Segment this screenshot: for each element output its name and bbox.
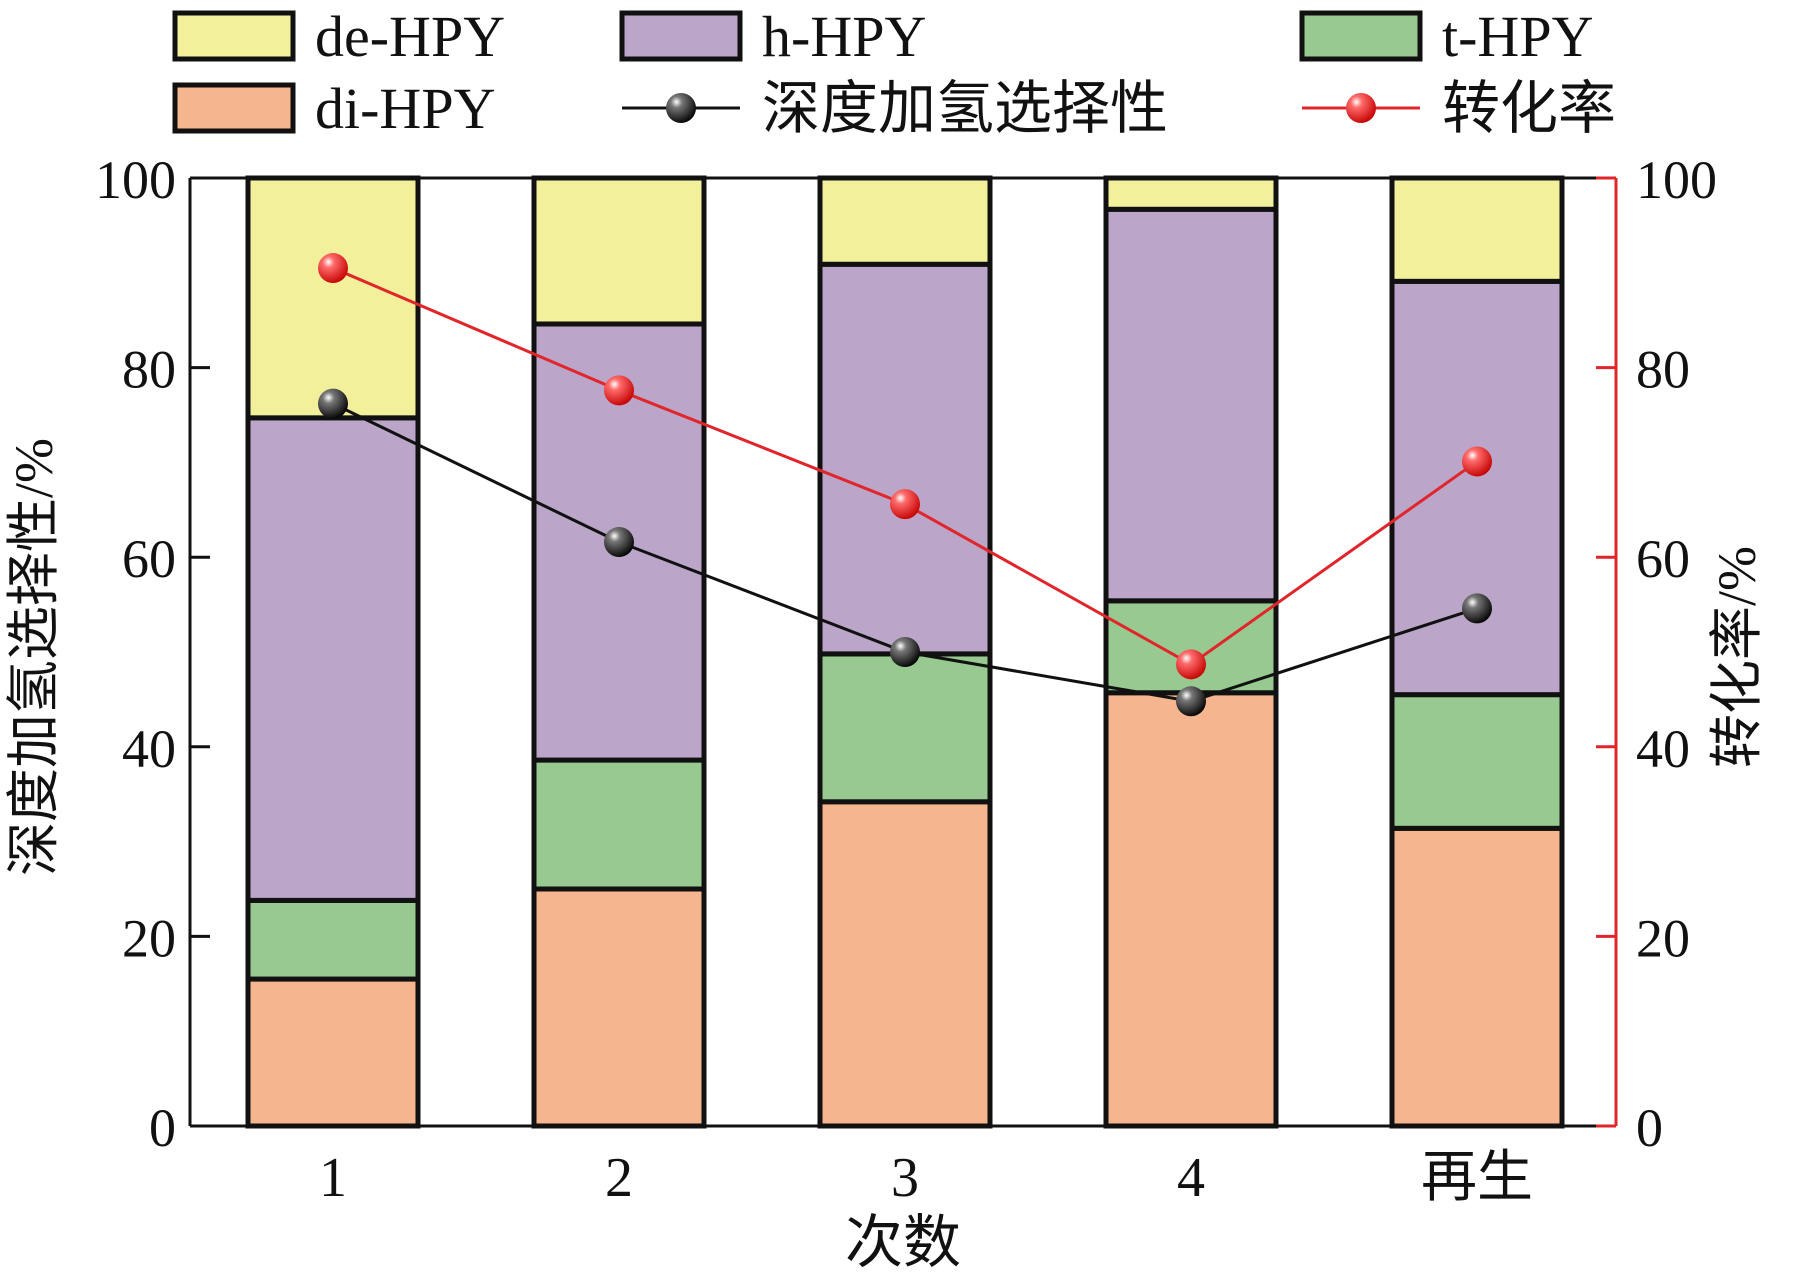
line-point-1-3 — [890, 637, 920, 667]
line-point-1-2 — [604, 527, 634, 558]
line-point-2-4 — [1176, 649, 1206, 680]
legend-marker-conversion — [1346, 93, 1376, 123]
bar-t-hpy-3 — [817, 651, 993, 805]
legend-label-2: h-HPY — [762, 4, 926, 69]
legend-swatch-de-hpy — [172, 10, 296, 62]
legend-swatch-t-hpy — [1299, 10, 1423, 62]
bar-de-hpy-5 — [1389, 175, 1565, 284]
legend-label-5: 深度加氢选择性 — [762, 76, 1168, 141]
legend: de-HPY h-HPY t-HPY di-HPY 深度加氢选择性 转化率 — [172, 4, 1616, 141]
legend-swatch-di-hpy — [172, 82, 296, 134]
line-point-1-1 — [318, 388, 348, 419]
bar-de-hpy-3 — [817, 175, 993, 267]
bar-di-hpy-1 — [245, 976, 421, 1129]
line-point-2-5 — [1462, 446, 1492, 477]
y-tick-label-right-0: 0 — [1636, 1098, 1663, 1158]
bar-di-hpy-4 — [1103, 690, 1279, 1129]
bar-h-hpy-1 — [245, 415, 421, 903]
x-tick-label-1: 1 — [319, 1147, 347, 1209]
bar-di-hpy-3 — [817, 799, 993, 1129]
y-tick-label-left-0: 0 — [149, 1098, 176, 1158]
x-tick-label-5: 再生 — [1421, 1147, 1533, 1209]
bar-de-hpy-2 — [531, 175, 707, 327]
legend-label-4: di-HPY — [315, 76, 495, 141]
line-point-1-4 — [1176, 686, 1206, 717]
bar-t-hpy-1 — [245, 897, 421, 982]
bar-h-hpy-4 — [1103, 206, 1279, 604]
bar-t-hpy-2 — [531, 757, 707, 892]
legend-label-1: de-HPY — [315, 4, 505, 69]
legend-marker-selectivity — [666, 93, 696, 123]
bar-layer — [245, 175, 1565, 1129]
y-tick-label-left-40: 40 — [122, 719, 176, 779]
y-tick-label-left-60: 60 — [122, 529, 176, 589]
x-tick-label-3: 3 — [891, 1147, 919, 1209]
y-tick-label-right-60: 60 — [1636, 529, 1690, 589]
line-point-2-2 — [604, 375, 634, 406]
legend-label-3: t-HPY — [1442, 4, 1593, 69]
x-tick-label-4: 4 — [1177, 1147, 1205, 1209]
line-layer — [318, 253, 1492, 717]
bar-di-hpy-5 — [1389, 825, 1565, 1129]
bar-h-hpy-3 — [817, 261, 993, 657]
line-point-2-3 — [890, 489, 920, 520]
bar-t-hpy-5 — [1389, 692, 1565, 831]
y-tick-label-left-80: 80 — [122, 340, 176, 400]
y-tick-label-right-20: 20 — [1636, 908, 1690, 968]
y-tick-label-right-40: 40 — [1636, 719, 1690, 779]
y-tick-label-right-80: 80 — [1636, 340, 1690, 400]
y-tick-label-left-100: 100 — [95, 150, 176, 210]
legend-swatch-h-hpy — [619, 10, 743, 62]
line-point-1-5 — [1462, 593, 1492, 624]
axes-layer: 0 0 20 20 40 40 60 60 80 80 100 100 1 2 3 4 再生 — [95, 150, 1717, 1209]
legend-label-6: 转化率 — [1442, 76, 1616, 141]
bar-de-hpy-4 — [1103, 175, 1279, 212]
bar-di-hpy-2 — [531, 886, 707, 1129]
y-axis-title-right: 转化率/% — [1707, 546, 1767, 768]
x-tick-label-2: 2 — [605, 1147, 633, 1209]
line-point-2-1 — [318, 253, 348, 284]
y-tick-label-left-20: 20 — [122, 908, 176, 968]
y-tick-label-right-100: 100 — [1636, 150, 1717, 210]
bar-de-hpy-1 — [245, 175, 421, 421]
x-axis-title: 次数 — [845, 1210, 961, 1275]
y-axis-title-left: 深度加氢选择性/% — [4, 438, 64, 876]
bar-h-hpy-5 — [1389, 278, 1565, 698]
